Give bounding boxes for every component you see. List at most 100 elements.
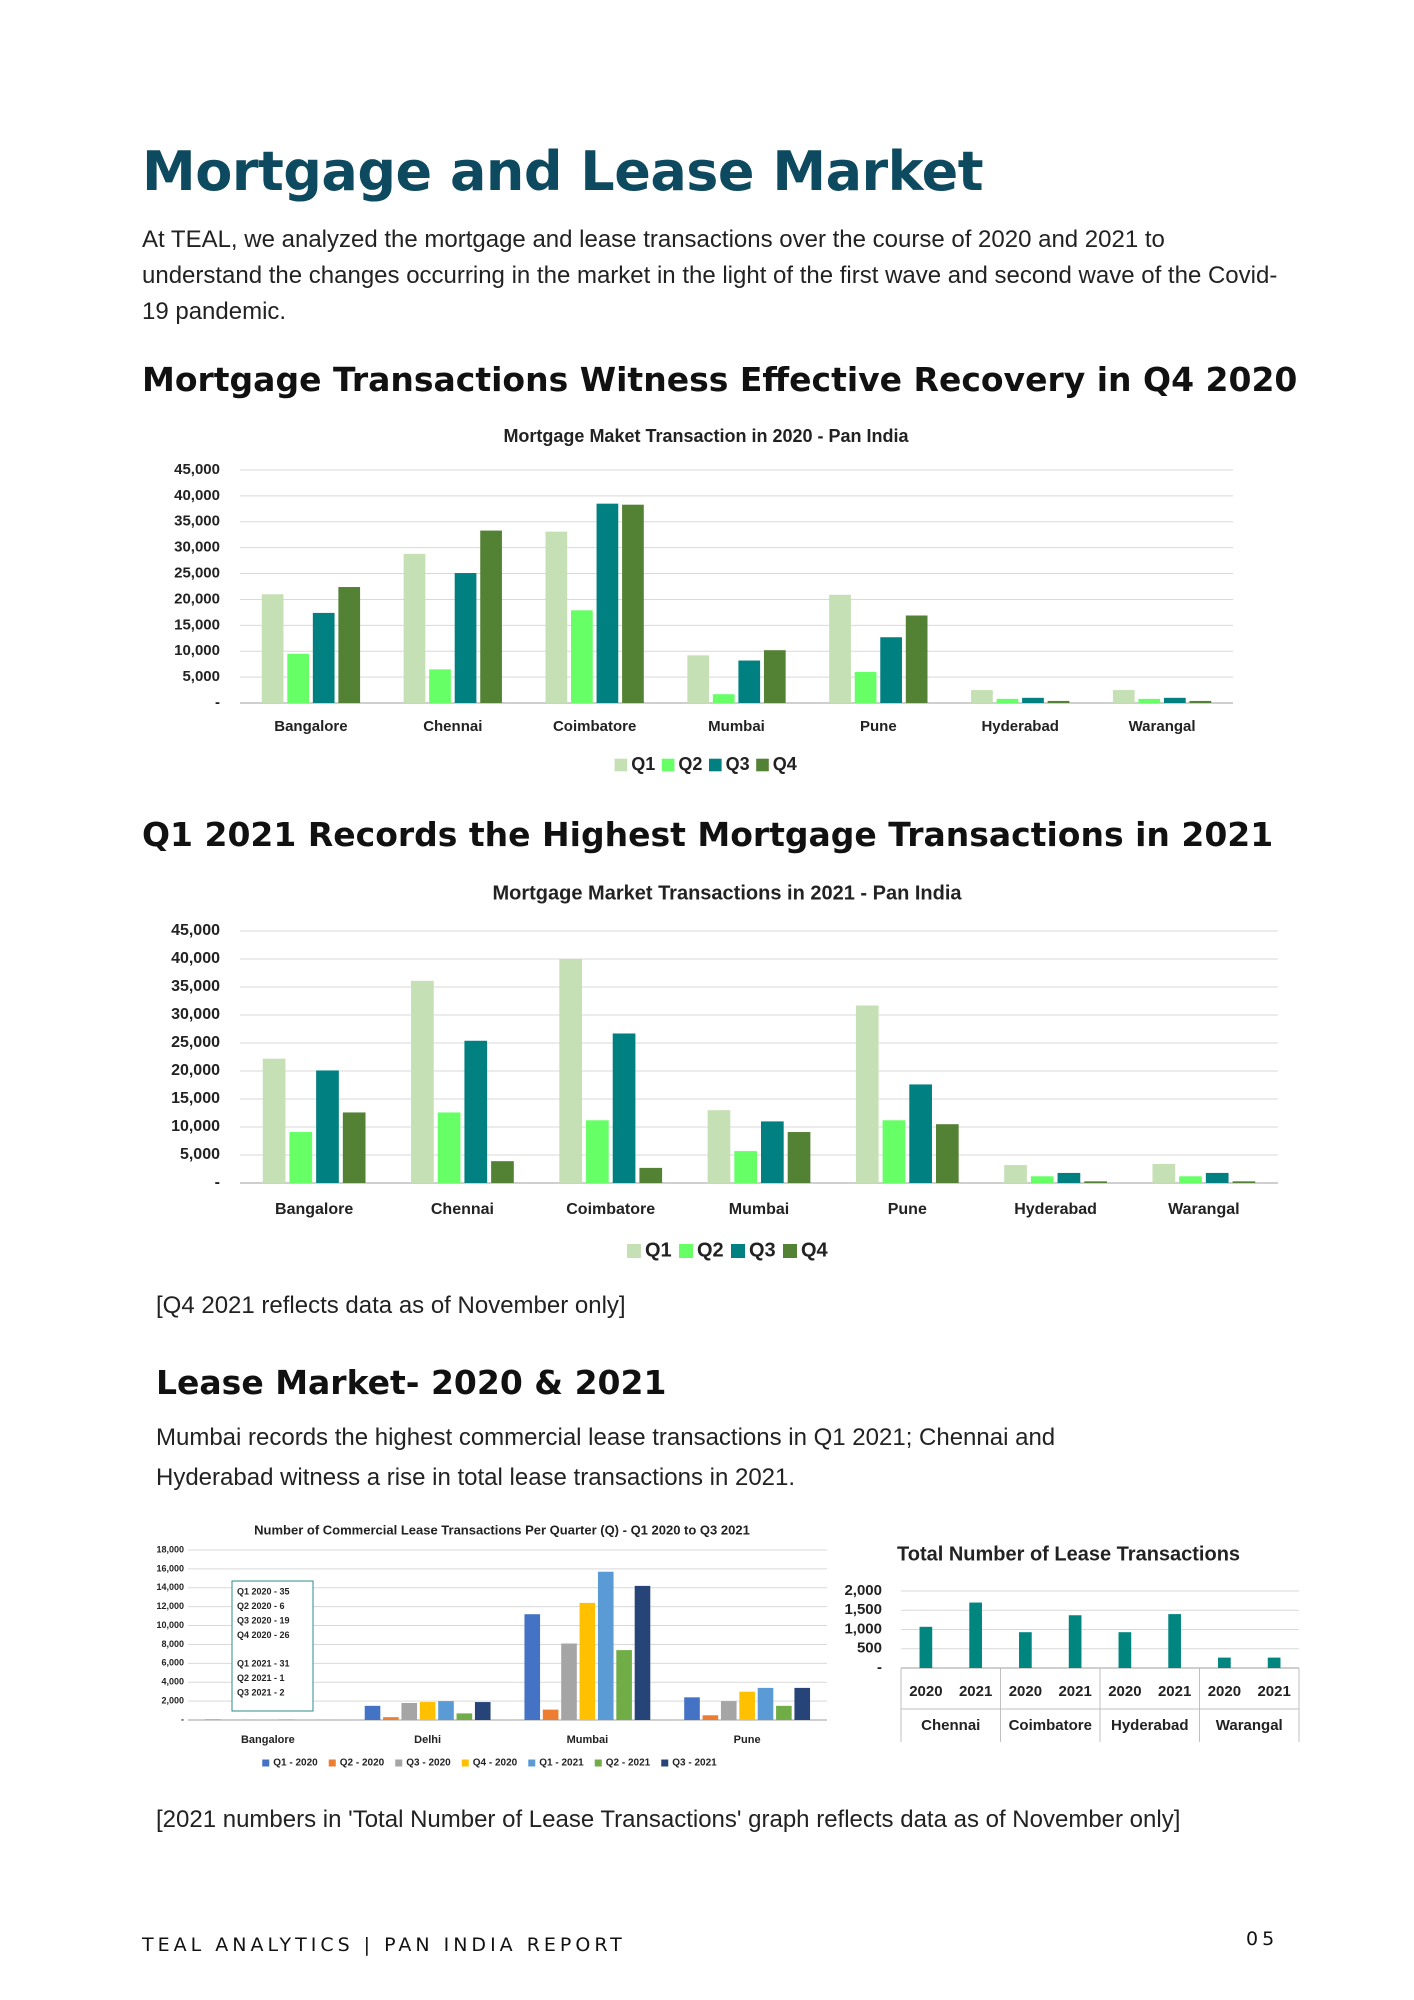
bar [1047,700,1070,703]
x-tick-label: Mumbai [708,718,765,735]
bar [1112,690,1135,703]
annotation-line: Q2 2021 - 1 [237,1673,285,1683]
bar [364,1705,381,1720]
bar [969,1602,982,1668]
bar [287,653,310,703]
bar [909,1084,932,1183]
y-tick-label: 25,000 [171,1034,220,1051]
y-tick-label: 18,000 [156,1544,184,1554]
legend-swatch [594,1759,602,1767]
y-tick-label: 45,000 [171,922,220,939]
page-title: Mortgage and Lease Market [142,140,984,203]
legend-label: Q3 [749,1239,776,1261]
bar [1168,1614,1181,1668]
x-tick-label: Mumbai [729,1201,789,1218]
y-tick-label: 30,000 [174,539,220,556]
bar [734,1151,757,1183]
bar [559,959,583,1183]
legend-label: Q2 - 2020 [340,1758,385,1769]
bar [829,594,851,703]
bar [419,1702,436,1720]
group-label: Coimbatore [1009,1717,1092,1734]
legend-swatch [679,1244,693,1258]
bar [882,1120,906,1183]
bar [312,612,335,703]
bar [1057,1172,1081,1183]
legend-swatch [756,758,769,772]
legend-label: Q4 - 2020 [473,1758,518,1769]
bar [1218,1657,1231,1668]
bar [262,1058,286,1183]
y-tick-label: 10,000 [171,1118,220,1135]
bar [639,1167,663,1183]
bar [634,1585,651,1720]
section-heading: Q1 2021 Records the Highest Mortgage Tra… [142,815,1274,854]
y-tick-label: 8,000 [161,1639,184,1649]
note: [Q4 2021 reflects data as of November on… [156,1292,626,1319]
x-tick-label: Coimbatore [553,718,636,735]
bar [1179,1176,1202,1183]
section-heading: Mortgage Transactions Witness Effective … [142,360,1298,399]
bar [561,1643,577,1720]
y-tick-label: 10,000 [174,642,220,659]
x-tick-label: Chennai [423,718,482,735]
x-tick-label: Pune [734,1734,761,1746]
bar [739,1691,755,1720]
bar [971,690,993,703]
bar [702,1715,719,1720]
bar [712,694,735,703]
y-tick-label: 40,000 [171,950,220,967]
bar [491,1161,514,1183]
chart-title: Mortgage Market Transactions in 2021 - P… [492,882,962,904]
bar [579,1602,596,1720]
x-tick-label: Bangalore [274,718,347,735]
y-tick-label: 20,000 [171,1062,220,1079]
annotation-line: Q1 2020 - 35 [237,1586,290,1596]
legend-swatch [528,1759,536,1767]
x-tick-label: 2021 [1257,1683,1290,1700]
bar [571,610,593,703]
bar [1022,697,1044,703]
bar [597,1571,614,1720]
x-tick-label: 2021 [1158,1683,1191,1700]
legend-label: Q4 [801,1239,829,1261]
bar [612,1033,636,1183]
legend-label: Q1 - 2021 [539,1758,584,1769]
bar [1068,1615,1082,1668]
y-tick-label: 500 [857,1640,882,1657]
bar [316,1070,339,1183]
legend-swatch [461,1759,469,1767]
bar [1118,1632,1132,1668]
bar [596,503,619,703]
y-tick-label: 2,000 [161,1695,184,1705]
x-tick-label: Coimbatore [566,1201,655,1218]
legend-swatch [614,758,628,772]
bar [1189,700,1212,703]
bar [464,1040,488,1183]
bar [401,1703,418,1720]
bar [1030,1176,1054,1183]
y-tick-label: 14,000 [156,1582,184,1592]
group-label: Hyderabad [1111,1717,1189,1734]
bar [919,1626,933,1668]
bar [474,1702,491,1720]
footer-report: TEAL ANALYTICS | PAN INDIA REPORT [142,1934,626,1956]
bar [720,1701,737,1720]
x-tick-label: Warangal [1168,1201,1239,1218]
x-tick-label: 2021 [959,1683,992,1700]
y-tick-label: 2,000 [844,1582,882,1599]
bar [880,637,902,703]
legend-swatch [262,1759,270,1767]
annotation-line: Q3 2020 - 19 [237,1615,290,1625]
legend-swatch [395,1759,403,1767]
bar [1152,1163,1176,1183]
chart-title: Total Number of Lease Transactions [897,1543,1240,1565]
y-tick-label: 16,000 [156,1563,184,1573]
x-tick-label: 2020 [909,1683,942,1700]
bar [289,1132,313,1183]
section-heading: Lease Market- 2020 & 2021 [156,1363,667,1402]
bar [542,1709,559,1720]
page-number: 05 [1246,1928,1279,1950]
legend-swatch [627,1244,641,1258]
lease-paragraph: Mumbai records the highest commercial le… [156,1424,1056,1491]
